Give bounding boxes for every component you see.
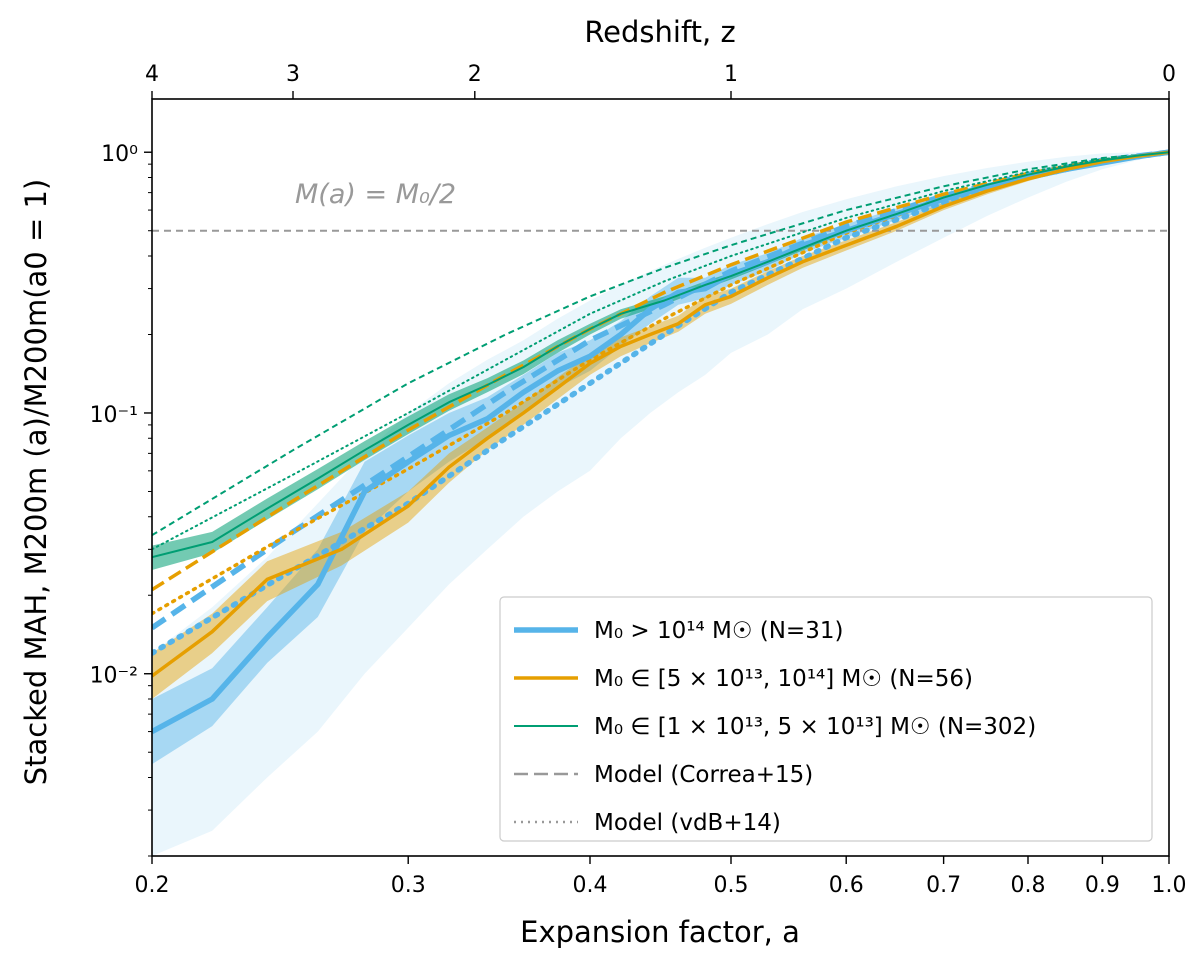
x-tick-label: 0.5 [714, 873, 749, 898]
y-axis-label: Stacked MAH, M200m (a)/M200m(a0 = 1) [19, 179, 53, 786]
x-tick-label: 0.3 [391, 873, 426, 898]
x-axis-label: Expansion factor, a [520, 915, 800, 949]
line-layer [152, 149, 1169, 735]
x-tick-label: 0.4 [572, 873, 607, 898]
plot-frame [151, 98, 1170, 857]
top-tick-label: 2 [468, 62, 482, 87]
half-mass-annotation: M(a) = M₀/2 [295, 179, 456, 210]
top-axis-label: Redshift, z [584, 15, 735, 49]
low-median-line [152, 151, 1169, 559]
legend: M₀ > 10¹⁴ M☉ (N=31) M₀ ∈ [5 × 10¹³, 10¹⁴]… [499, 596, 1153, 842]
massive-median-line [152, 149, 1169, 735]
x-tick-label: 0.6 [829, 873, 864, 898]
x-tick-label: 0.9 [1085, 873, 1120, 898]
legend-label: M₀ > 10¹⁴ M☉ (N=31) [594, 618, 843, 644]
y-tick-label: 10⁰ [101, 142, 138, 167]
y-tick-label: 10⁻² [90, 664, 138, 689]
low-correa-line [152, 151, 1169, 537]
top-tick-label: 0 [1162, 62, 1176, 87]
intermediate-median-line [152, 150, 1169, 678]
x-tick-label: 0.7 [926, 873, 961, 898]
massive-vdb-line [152, 149, 1169, 656]
x-tick-label: 1.0 [1152, 873, 1187, 898]
top-tick-label: 4 [145, 62, 159, 87]
legend-label: M₀ ∈ [5 × 10¹³, 10¹⁴] M☉ (N=56) [594, 666, 973, 692]
top-tick-label: 3 [286, 62, 300, 87]
top-tick-label: 1 [724, 62, 738, 87]
legend-label: Model (Correa+15) [594, 762, 813, 788]
x-tick-label: 0.2 [135, 873, 170, 898]
legend-label: M₀ ∈ [1 × 10¹³, 5 × 10¹³] M☉ (N=302) [594, 714, 1036, 740]
y-tick-label: 10⁻¹ [90, 403, 138, 428]
legend-label: Model (vdB+14) [594, 810, 781, 836]
axes-layer: 0.2 0.3 0.4 0.5 0.6 0.7 0.8 0.9 1.0 4 3 2 1 0 10⁻² 10⁻¹… [90, 62, 1187, 898]
x-tick-label: 0.8 [1010, 873, 1045, 898]
legend-box [499, 596, 1153, 842]
